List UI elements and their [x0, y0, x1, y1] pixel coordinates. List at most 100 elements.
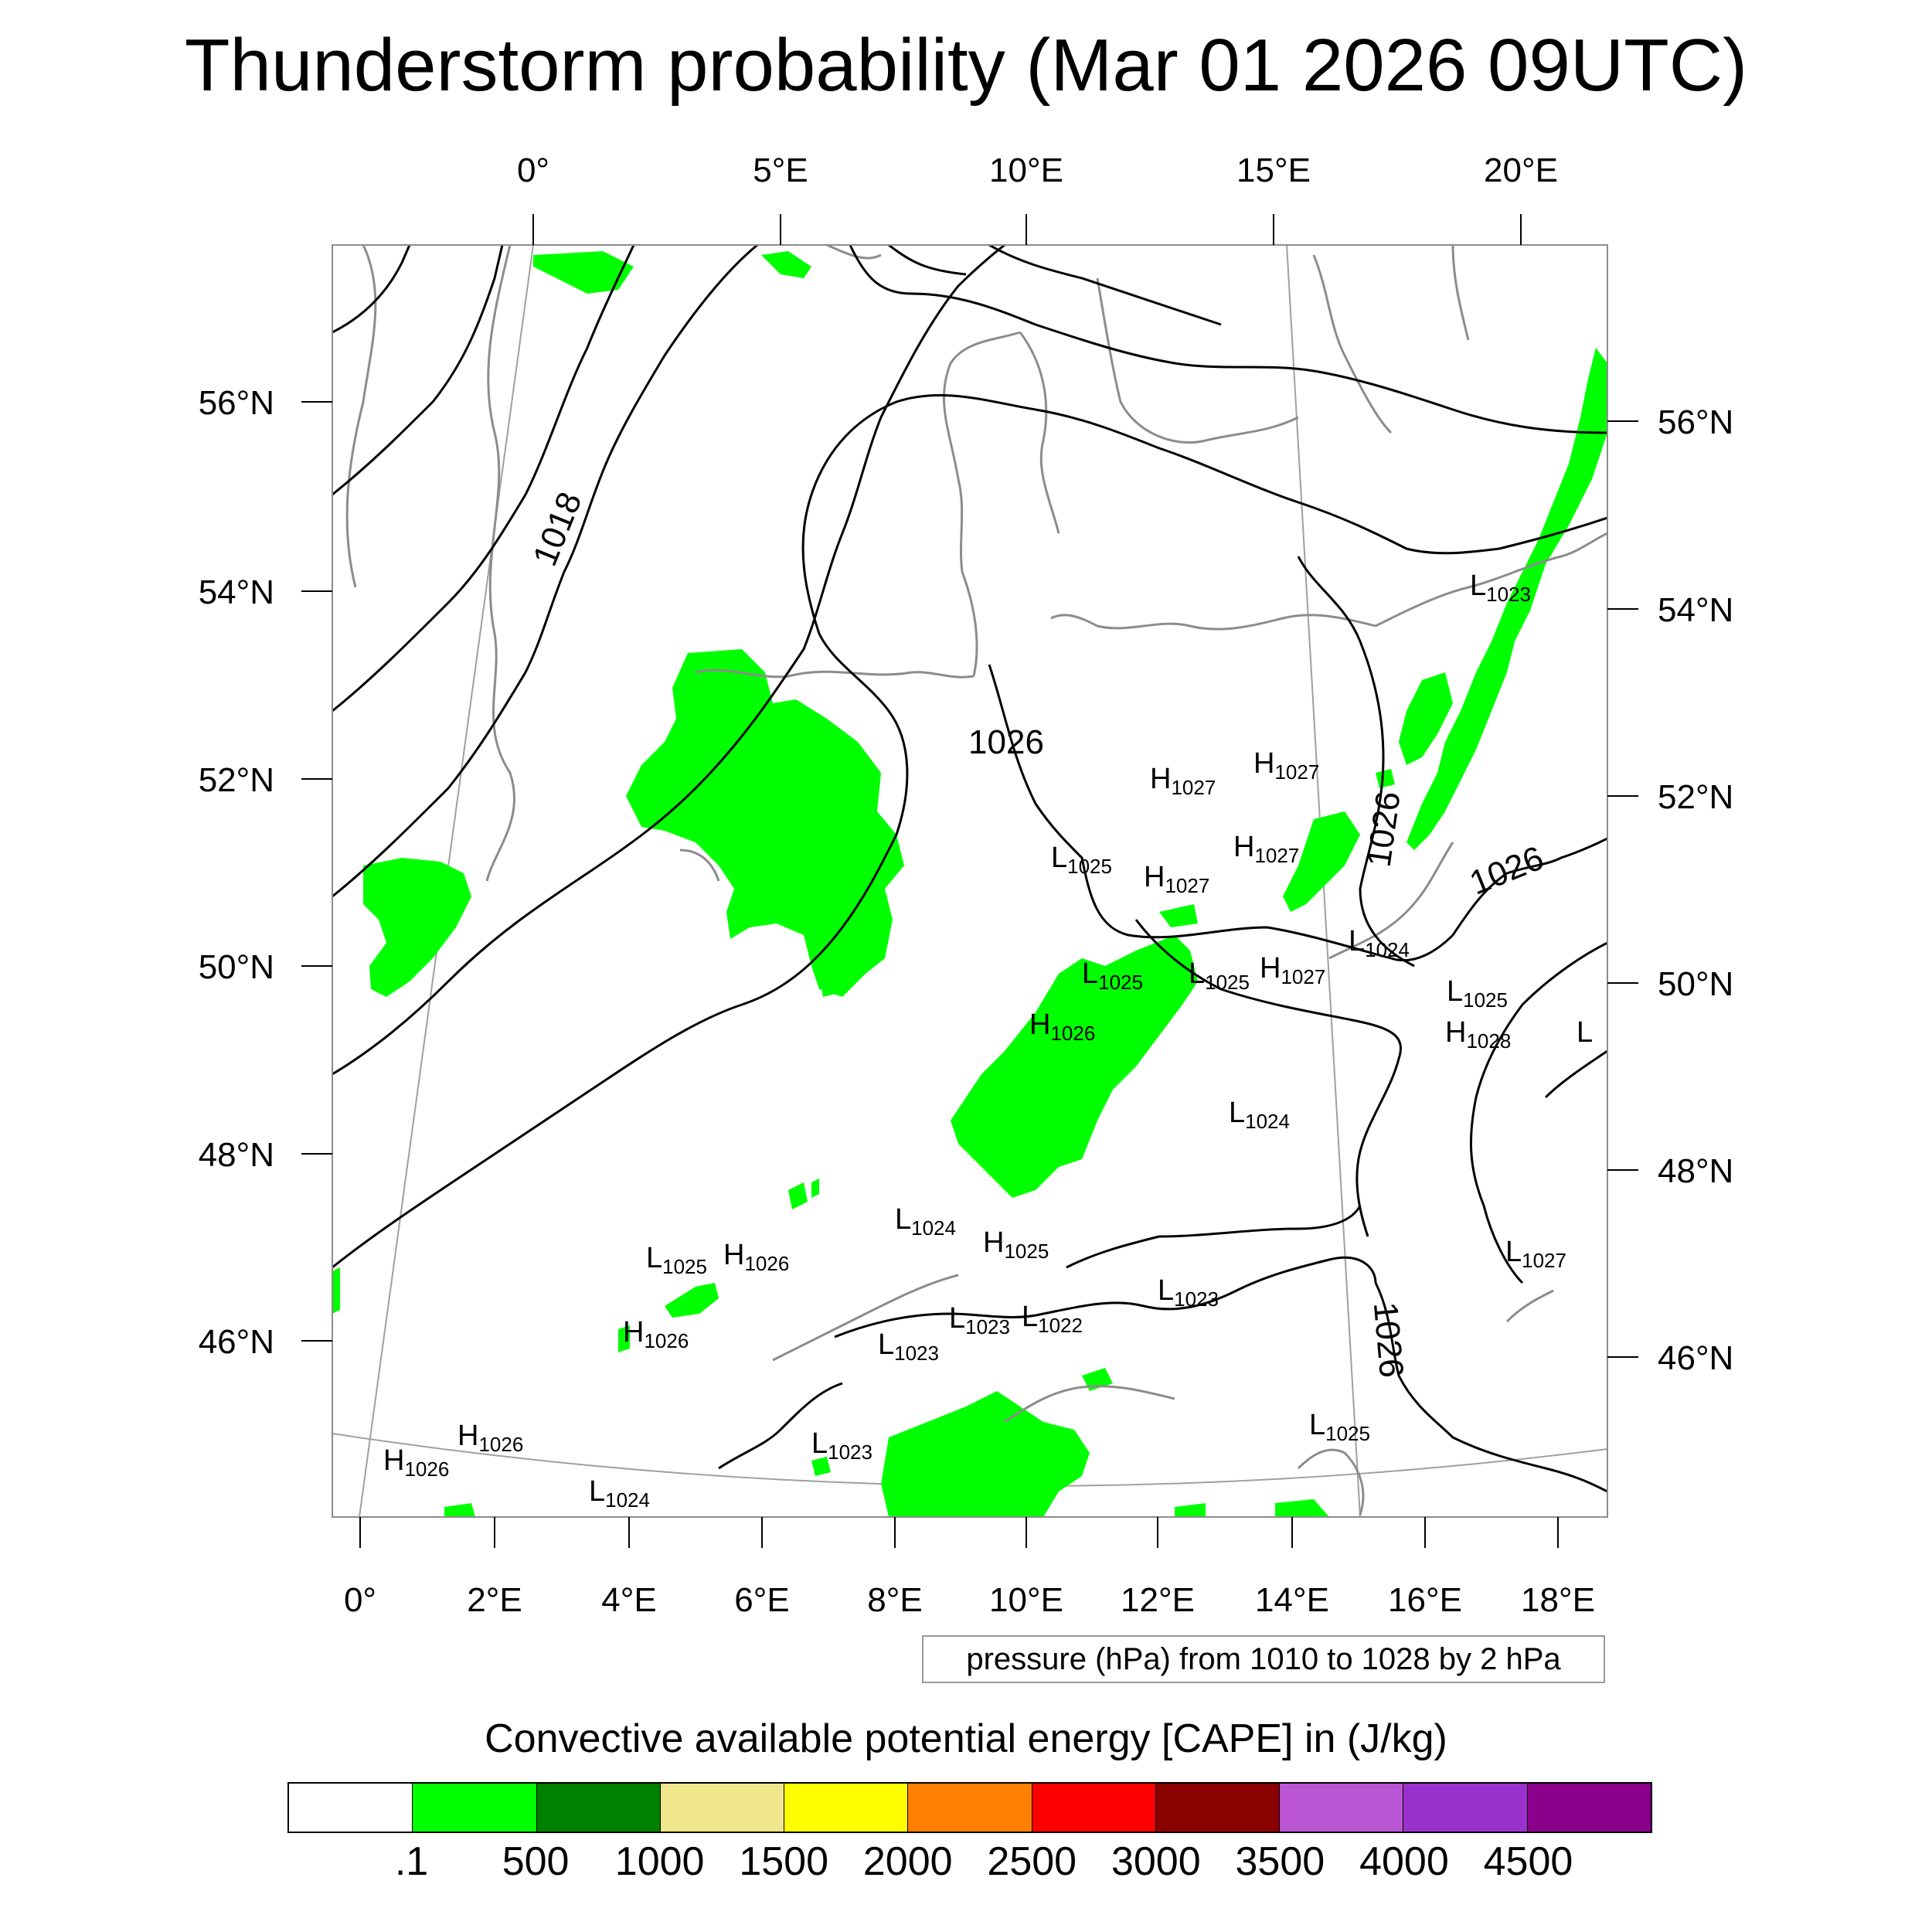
pressure-center: H1026 — [723, 1239, 789, 1275]
cape-area-small-8 — [1175, 1503, 1206, 1517]
center-type: L — [1577, 1016, 1593, 1049]
pressure-center: L1023 — [1158, 1274, 1219, 1311]
cape-shading — [332, 251, 1607, 1517]
pressure-center: L1025 — [1189, 957, 1250, 994]
cape-area-small-2 — [618, 1325, 630, 1352]
bottom-lon-label: 12°E — [1121, 1581, 1195, 1619]
center-type: H — [383, 1444, 404, 1477]
center-value: 1027 — [1281, 965, 1325, 988]
bottom-lon-label: 14°E — [1255, 1581, 1329, 1619]
right-lat-labels: 56°N 54°N 52°N 50°N 48°N 46°N — [1658, 403, 1733, 1377]
bottom-lon-label: 6°E — [734, 1581, 789, 1619]
center-type: L — [1229, 1097, 1245, 1129]
cape-area-small-11 — [819, 970, 838, 997]
center-value: 1023 — [1174, 1287, 1219, 1311]
center-type: H — [1144, 861, 1165, 893]
center-type: L — [1349, 925, 1365, 957]
top-ticks — [532, 214, 1522, 245]
pressure-center: L1023 — [1470, 570, 1531, 606]
colorbar-swatch — [1280, 1784, 1404, 1832]
cape-area-poland — [1399, 672, 1453, 765]
top-lon-label: 0° — [517, 151, 549, 189]
bottom-ticks — [359, 1517, 1559, 1548]
cape-area-small-1 — [665, 1283, 719, 1318]
cape-area-small-7 — [444, 1503, 475, 1517]
right-lat-label: 50°N — [1658, 965, 1733, 1003]
left-lat-label: 46°N — [199, 1323, 274, 1361]
pressure-center: L1023 — [878, 1328, 939, 1365]
center-value: 1027 — [1522, 1249, 1566, 1272]
colorbar-label: 3500 — [1235, 1839, 1325, 1884]
center-type: H — [1253, 747, 1274, 780]
cape-area-small-5 — [788, 1182, 808, 1209]
center-value: 1025 — [662, 1255, 707, 1278]
colorbar-swatch — [1155, 1784, 1281, 1832]
pressure-center: H1025 — [983, 1226, 1049, 1263]
cape-area-bordeaux — [332, 1267, 340, 1314]
center-type: L — [1082, 957, 1098, 990]
pressure-center: H1027 — [1253, 747, 1319, 784]
center-value: 1024 — [1245, 1110, 1290, 1133]
center-value: 1026 — [1050, 1022, 1095, 1045]
coastlines — [345, 245, 1607, 1515]
map-title: Thunderstorm probability (Mar 01 2026 09… — [184, 24, 1748, 107]
pressure-centers: L1023 H1027 H1027 H1027 L1025 H1027 L102… — [383, 570, 1593, 1512]
pressure-center: L1023 — [811, 1427, 872, 1464]
colorbar-swatch — [784, 1784, 909, 1832]
cape-area-benelux — [626, 649, 904, 997]
center-value: 1024 — [1365, 938, 1410, 961]
pressure-center: H1026 — [1029, 1009, 1095, 1045]
cape-area-france-sw — [363, 858, 471, 997]
center-type: H — [1150, 763, 1171, 795]
colorbar-label: 4500 — [1483, 1839, 1573, 1884]
colorbar-swatch — [413, 1784, 537, 1832]
center-value: 1024 — [605, 1488, 650, 1512]
colorbar-label: 500 — [502, 1839, 570, 1884]
center-value: 1027 — [1274, 760, 1319, 784]
center-value: 1025 — [1463, 988, 1508, 1012]
center-type: H — [1233, 831, 1254, 863]
right-ticks — [1607, 420, 1638, 1358]
pressure-center: H1026 — [623, 1316, 689, 1352]
bottom-lon-label: 18°E — [1521, 1581, 1595, 1619]
right-lat-label: 46°N — [1658, 1339, 1733, 1377]
left-lat-label: 56°N — [199, 384, 274, 422]
center-type: L — [1309, 1409, 1325, 1441]
pressure-center: H1026 — [383, 1444, 449, 1481]
colorbar-swatch — [908, 1784, 1032, 1832]
pressure-center: H1027 — [1144, 861, 1209, 897]
center-value: 1025 — [1098, 971, 1143, 994]
left-lat-label: 52°N — [199, 761, 274, 799]
center-type: H — [1029, 1009, 1050, 1041]
isobar-label: 1026 — [1366, 1301, 1410, 1379]
center-type: L — [1447, 975, 1463, 1008]
center-value: 1023 — [894, 1342, 939, 1365]
pressure-center: L1023 — [949, 1302, 1010, 1338]
center-type: H — [983, 1226, 1004, 1259]
bottom-lon-labels: 0° 2°E 4°E 6°E 8°E 10°E 12°E 14°E 16°E 1… — [344, 1581, 1595, 1619]
bottom-lon-label: 10°E — [989, 1581, 1063, 1619]
pressure-center: L1025 — [1447, 975, 1508, 1012]
pressure-center: L1025 — [1082, 957, 1143, 994]
pressure-center: H1027 — [1150, 763, 1216, 799]
center-type: H — [1445, 1016, 1466, 1049]
colorbar-label: .1 — [394, 1839, 429, 1884]
center-value: 1025 — [1205, 971, 1250, 994]
center-type: L — [1158, 1274, 1174, 1307]
center-type: L — [1051, 842, 1067, 874]
isobar-label: 1026 — [968, 723, 1044, 761]
pressure-center: H1027 — [1260, 952, 1325, 988]
right-lat-label: 54°N — [1658, 591, 1733, 629]
center-type: H — [623, 1316, 644, 1349]
cape-area-small-10 — [811, 1457, 831, 1476]
colorbar-labels: .1 500 1000 1500 2000 2500 3000 3500 4000 4500 — [0, 1838, 1932, 1892]
left-lat-label: 48°N — [199, 1136, 274, 1174]
center-value: 1023 — [965, 1315, 1010, 1338]
colorbar-label: 1500 — [739, 1839, 829, 1884]
colorbar-label: 4000 — [1359, 1839, 1449, 1884]
colorbar-label: 2000 — [862, 1839, 953, 1884]
colorbar-swatch — [1403, 1784, 1528, 1832]
bottom-lon-label: 8°E — [867, 1581, 922, 1619]
cape-area-north-sea-a — [533, 251, 634, 294]
